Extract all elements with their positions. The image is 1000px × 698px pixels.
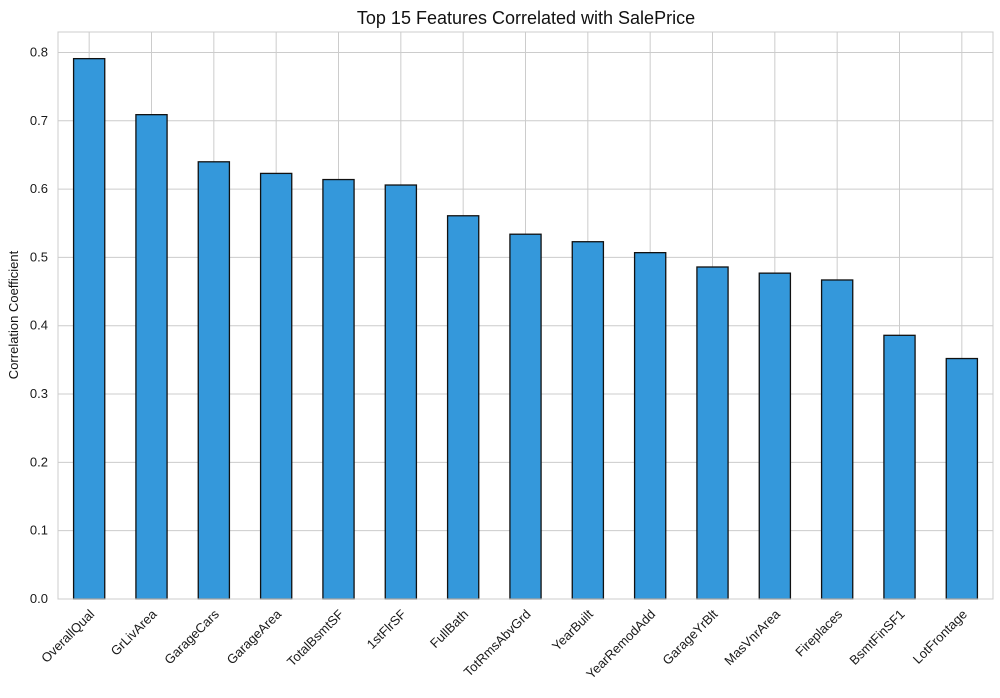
bar-OverallQual	[72, 57, 106, 600]
chart-title: Top 15 Features Correlated with SalePric…	[357, 8, 695, 28]
x-tick-label: OverallQual	[38, 606, 97, 665]
bar-BsmtFinSF1	[883, 334, 916, 600]
x-tick-label: GrLivArea	[108, 606, 161, 659]
y-tick-label: 0.3	[30, 386, 48, 401]
y-tick-label: 0.4	[30, 318, 48, 333]
y-tick-label: 0.7	[30, 113, 48, 128]
x-tick-label: GarageCars	[161, 606, 222, 667]
bar-1stFlrSF	[384, 184, 418, 600]
bar-GrLivArea	[135, 114, 168, 600]
plot-frame	[57, 31, 994, 600]
y-tick-label: 0.0	[30, 591, 48, 606]
bar-YearRemodAdd	[633, 252, 667, 600]
bar-GarageArea	[259, 172, 293, 600]
x-tick-label: Fireplaces	[792, 606, 845, 659]
x-tick-label: TotRmsAbvGrd	[461, 607, 534, 680]
x-tick-label: GarageArea	[224, 606, 285, 667]
y-tick-label: 0.6	[30, 181, 48, 196]
x-tick-label: 1stFlrSF	[364, 606, 409, 651]
x-tick-labels: OverallQual GrLivArea GarageCars GarageArea…	[38, 606, 970, 682]
bar-TotalBsmtSF	[322, 178, 355, 600]
y-tick-labels: 0.0 0.1 0.2 0.3 0.4 0.5 0.6 0.7 0.8	[30, 44, 48, 606]
y-tick-label: 0.8	[30, 44, 48, 59]
y-tick-label: 0.5	[30, 249, 48, 264]
bars	[72, 57, 979, 600]
y-tick-label: 0.1	[30, 523, 48, 538]
x-tick-label: FullBath	[427, 607, 471, 651]
x-tick-label: BsmtFinSF1	[846, 607, 907, 668]
y-tick-label: 0.2	[30, 454, 48, 469]
x-tick-label: LotFrontage	[910, 607, 970, 667]
x-tick-label: TotalBsmtSF	[284, 606, 347, 669]
y-axis-label: Correlation Coefficient	[6, 250, 21, 379]
bar-FullBath	[446, 215, 480, 600]
bar-GarageCars	[197, 161, 231, 600]
bar-Fireplaces	[820, 279, 854, 600]
bar-YearBuilt	[571, 241, 605, 600]
bar-TotRmsAbvGrd	[509, 233, 542, 600]
bar-GarageYrBlt	[696, 266, 729, 600]
x-tick-label: GarageYrBlt	[659, 606, 720, 667]
bar-LotFrontage	[945, 357, 979, 600]
x-tick-label: YearBuilt	[549, 606, 596, 653]
bar-MasVnrArea	[758, 272, 792, 600]
x-tick-label: MasVnrArea	[721, 606, 783, 668]
